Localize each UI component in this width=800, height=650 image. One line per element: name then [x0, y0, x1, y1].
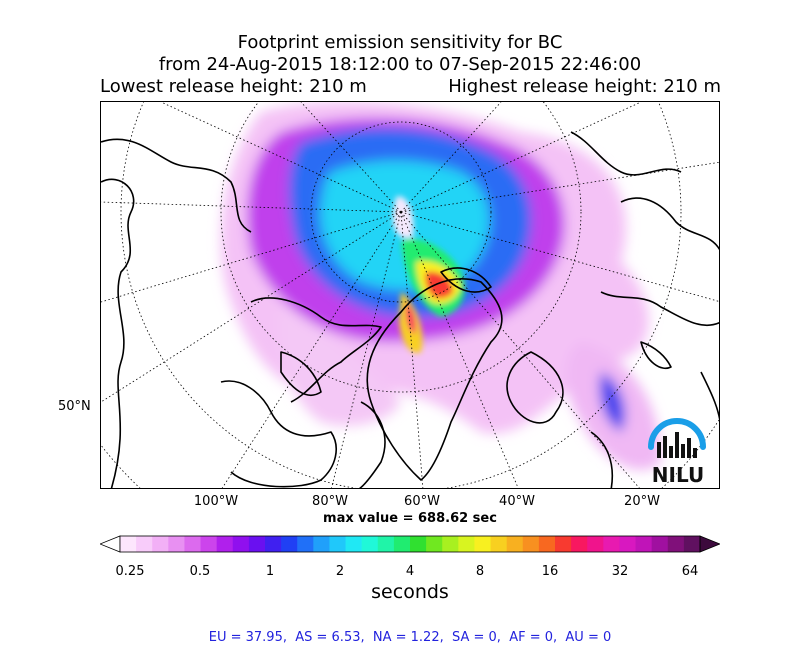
map-canvas: NILU — [101, 102, 719, 488]
colorbar-tick-label: 1 — [265, 564, 275, 579]
colorbar-segment — [313, 536, 330, 552]
colorbar-segment — [168, 536, 185, 552]
nilu-logo: NILU — [648, 418, 706, 487]
colorbar-segment — [603, 536, 620, 552]
colorbar-segment — [522, 536, 540, 552]
colorbar-extend-min — [100, 535, 121, 553]
sensitivity-field — [221, 102, 661, 470]
colorbar-unit-label: seconds — [371, 581, 449, 603]
colorbar-segment — [490, 536, 508, 552]
coastlines — [101, 131, 719, 488]
lon-label-60w: 60°W — [404, 494, 440, 509]
colorbar-segment — [120, 536, 137, 552]
title-line-1: Footprint emission sensitivity for BC — [237, 32, 563, 53]
colorbar-tick-label: 64 — [681, 564, 699, 579]
colorbar-segment — [635, 536, 653, 552]
colorbar-segment — [281, 536, 298, 552]
colorbar-segment — [216, 536, 234, 552]
colorbar-segment — [136, 536, 153, 552]
lat-label-50n: 50°N — [58, 399, 91, 414]
colorbar-segment — [232, 536, 250, 552]
lon-label-100w: 100°W — [193, 494, 239, 509]
colorbar-tick-label: 4 — [405, 564, 415, 579]
colorbar-segment — [265, 536, 282, 552]
colorbar-segment — [619, 536, 637, 552]
colorbar-segment — [393, 536, 411, 552]
colorbar — [100, 535, 720, 553]
logo-text: NILU — [652, 463, 704, 487]
colorbar-segment — [667, 536, 685, 552]
colorbar-tick-label: 0.25 — [115, 564, 145, 579]
logo-skyline — [657, 432, 697, 458]
colorbar-tick-label: 2 — [335, 564, 345, 579]
colorbar-segment — [345, 536, 363, 552]
lon-label-40w: 40°W — [499, 494, 535, 509]
colorbar-segment — [458, 536, 475, 552]
colorbar-segment — [248, 536, 266, 552]
graticule — [101, 102, 719, 488]
region-summary: EU = 37.95, AS = 6.53, NA = 1.22, SA = 0… — [208, 630, 612, 645]
lon-label-20w: 20°W — [624, 494, 660, 509]
colorbar-segment — [377, 536, 395, 552]
colorbar-segment — [426, 536, 443, 552]
colorbar-segment — [587, 536, 604, 552]
logo-arc — [648, 418, 706, 450]
colorbar-segment — [683, 536, 701, 552]
colorbar-segment — [297, 536, 314, 552]
lon-label-80w: 80°W — [312, 494, 348, 509]
colorbar-segment — [442, 536, 459, 552]
colorbar-segment — [651, 536, 669, 552]
colorbar-segment — [200, 536, 218, 552]
title-line-2: from 24-Aug-2015 18:12:00 to 07-Sep-2015… — [158, 54, 642, 75]
colorbar-segment — [329, 536, 347, 552]
footprint-map: NILU — [100, 101, 720, 489]
colorbar-segment — [184, 536, 202, 552]
colorbar-segment — [506, 536, 524, 552]
colorbar-segment — [555, 536, 572, 552]
lowest-release-height: Lowest release height: 210 m — [100, 76, 367, 97]
colorbar-segment — [538, 536, 556, 552]
colorbar-tick-label: 16 — [541, 564, 559, 579]
colorbar-segment — [410, 536, 427, 552]
colorbar-tick-label: 8 — [475, 564, 485, 579]
colorbar-segment — [361, 536, 379, 552]
colorbar-segment — [152, 536, 169, 552]
colorbar-outline — [119, 535, 701, 553]
highest-release-height: Highest release height: 210 m — [448, 76, 721, 97]
colorbar-segment — [571, 536, 588, 552]
max-value-label: max value = 688.62 sec — [323, 511, 497, 526]
colorbar-segment — [474, 536, 492, 552]
colorbar-tick-label: 0.5 — [189, 564, 211, 579]
colorbar-tick-label: 32 — [611, 564, 629, 579]
colorbar-extend-max — [699, 535, 720, 553]
